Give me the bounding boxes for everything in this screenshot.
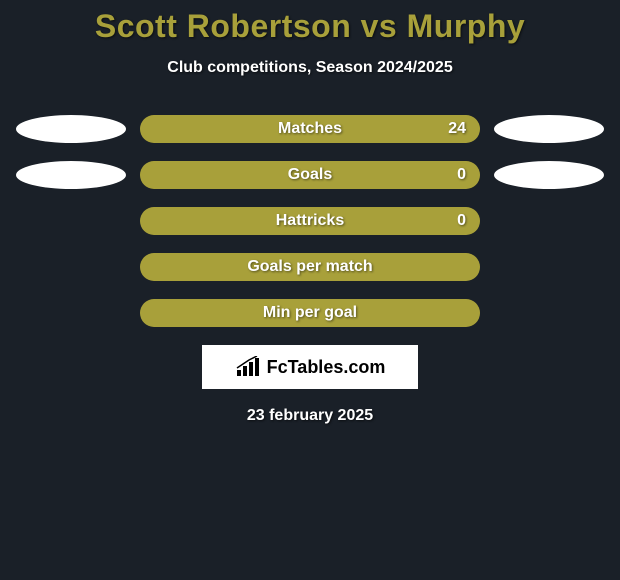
stat-value: 24	[448, 120, 466, 138]
stat-bars: Matches 24 Goals 0 Hattricks 0 Goals per match…	[0, 115, 620, 327]
stat-bar: Goals per match	[140, 253, 480, 281]
stat-value: 0	[457, 166, 466, 184]
logo-text: FcTables.com	[267, 357, 386, 378]
stat-bar: Hattricks 0	[140, 207, 480, 235]
stat-bar: Matches 24	[140, 115, 480, 143]
subtitle: Club competitions, Season 2024/2025	[0, 59, 620, 77]
logo: FcTables.com	[235, 356, 386, 378]
page-title: Scott Robertson vs Murphy	[0, 8, 620, 45]
stat-label: Hattricks	[276, 212, 344, 230]
stat-bar: Goals 0	[140, 161, 480, 189]
comparison-card: Scott Robertson vs Murphy Club competiti…	[0, 0, 620, 425]
stat-value: 0	[457, 212, 466, 230]
left-ellipse	[16, 115, 126, 143]
right-ellipse	[494, 161, 604, 189]
right-ellipse	[494, 115, 604, 143]
chart-icon	[235, 356, 261, 378]
stat-row: Goals 0	[0, 161, 620, 189]
stat-row: Min per goal	[0, 299, 620, 327]
left-ellipse	[16, 161, 126, 189]
stat-label: Min per goal	[263, 304, 357, 322]
stat-bar: Min per goal	[140, 299, 480, 327]
stat-label: Goals	[288, 166, 332, 184]
stat-row: Hattricks 0	[0, 207, 620, 235]
stat-row: Matches 24	[0, 115, 620, 143]
stat-row: Goals per match	[0, 253, 620, 281]
logo-box: FcTables.com	[202, 345, 418, 389]
stat-label: Goals per match	[247, 258, 372, 276]
stat-label: Matches	[278, 120, 342, 138]
date-label: 23 february 2025	[0, 407, 620, 425]
